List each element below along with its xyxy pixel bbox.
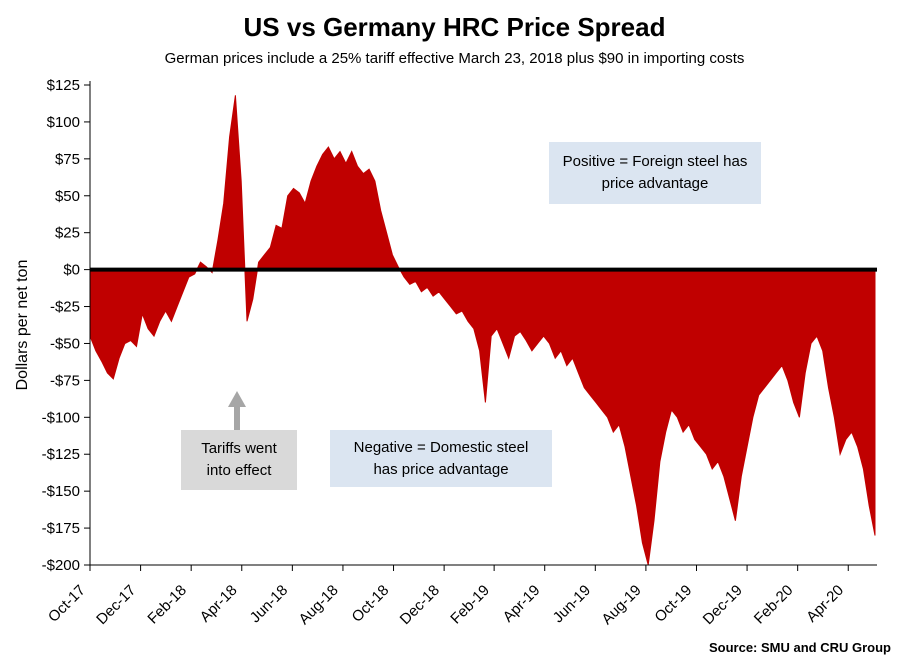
x-tick-label: Feb-20 [751, 582, 797, 628]
y-tick-label: -$125 [42, 446, 80, 463]
y-tick-label: $100 [47, 114, 80, 131]
y-tick-label: $50 [55, 188, 80, 205]
x-tick-label: Aug-19 [598, 582, 644, 628]
y-tick-label: $25 [55, 225, 80, 242]
x-tick-label: Feb-19 [447, 582, 493, 628]
x-tick-label: Oct-17 [45, 582, 89, 626]
annotation-positive: Positive = Foreign steel has price advan… [549, 142, 761, 204]
y-tick-label: $125 [47, 77, 80, 94]
tariff-arrow-head [228, 391, 246, 407]
y-tick-label: -$175 [42, 520, 80, 537]
y-tick-label: $75 [55, 151, 80, 168]
x-tick-label: Apr-20 [803, 582, 847, 626]
x-tick-label: Oct-18 [349, 582, 393, 626]
x-tick-label: Apr-19 [500, 582, 544, 626]
x-tick-label: Aug-18 [296, 582, 342, 628]
spread-area-series [89, 95, 876, 566]
x-tick-label: Feb-18 [144, 582, 190, 628]
x-tick-label: Dec-17 [93, 582, 139, 628]
x-tick-label: Jun-19 [550, 582, 594, 626]
x-tick-label: Oct-19 [651, 582, 695, 626]
y-tick-label: -$200 [42, 557, 80, 574]
annotation-negative: Negative = Domestic steel has price adva… [330, 430, 552, 487]
chart-subtitle: German prices include a 25% tariff effec… [164, 50, 745, 67]
x-tick-label: Dec-18 [397, 582, 443, 628]
y-tick-label: -$100 [42, 409, 80, 426]
x-tick-label: Apr-18 [197, 582, 241, 626]
tariff-arrow-stem [234, 405, 240, 431]
y-tick-label: -$75 [50, 372, 80, 389]
x-tick-label: Jun-18 [247, 582, 291, 626]
x-tick-label: Dec-19 [700, 582, 746, 628]
source-note: Source: SMU and CRU Group [708, 640, 891, 655]
chart-title: US vs Germany HRC Price Spread [243, 12, 666, 42]
y-tick-label: -$50 [50, 335, 80, 352]
y-tick-label: -$150 [42, 483, 80, 500]
annotation-tariff: Tariffs went into effect [181, 430, 297, 490]
y-tick-label: -$25 [50, 299, 80, 316]
y-tick-label: $0 [63, 262, 80, 279]
